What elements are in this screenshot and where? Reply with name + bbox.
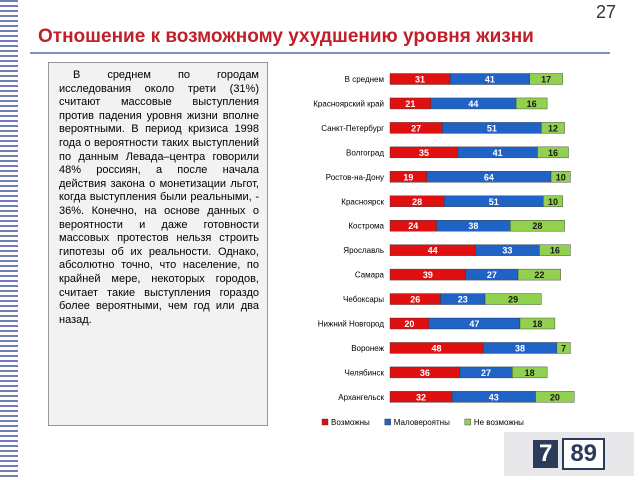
data-label: 22	[534, 270, 544, 280]
data-label: 10	[548, 197, 558, 207]
stripe	[0, 0, 18, 480]
data-label: 41	[493, 148, 503, 158]
category-label: Красноярский край	[313, 99, 384, 108]
category-label: Ростов-на-Дону	[326, 173, 384, 182]
category-label: Санкт-Петербург	[321, 124, 384, 133]
data-label: 19	[403, 172, 413, 182]
category-label: Кострома	[348, 222, 384, 231]
bar-segment	[510, 219, 565, 232]
bar-segment	[541, 122, 565, 134]
data-label: 10	[556, 172, 566, 182]
data-label: 35	[419, 148, 429, 158]
data-label: 51	[487, 123, 497, 133]
category-label: Нижний Новгород	[318, 320, 385, 329]
data-label: 12	[548, 123, 558, 133]
data-label: 51	[489, 197, 499, 207]
category-label: Архангельск	[338, 393, 384, 402]
data-label: 28	[532, 221, 542, 231]
data-label: 44	[468, 99, 478, 109]
data-label: 44	[428, 246, 438, 256]
data-label: 18	[532, 319, 542, 329]
data-label: 33	[502, 246, 512, 256]
text-box: В среднем по городам исследования около …	[48, 62, 268, 426]
data-label: 16	[548, 148, 558, 158]
bar-segment	[539, 244, 571, 256]
bar-segment	[519, 317, 556, 330]
category-label: Самара	[355, 271, 385, 280]
data-label: 26	[410, 295, 420, 305]
bar-segment	[512, 366, 548, 379]
bar-segment	[517, 268, 561, 281]
data-label: 32	[416, 392, 426, 402]
category-label: Ярославль	[343, 246, 384, 255]
data-label: 48	[432, 343, 442, 353]
rule	[30, 52, 610, 54]
bar-segment	[556, 342, 571, 354]
data-label: 27	[411, 123, 421, 133]
data-label: 38	[515, 343, 525, 353]
data-label: 28	[412, 197, 422, 207]
page-number: 27	[595, 2, 616, 22]
legend-swatch	[384, 418, 391, 426]
bar-segment	[543, 195, 563, 207]
chart: В среднем 31 41 17 Красноярский край 21 44 16 Са…	[282, 62, 592, 432]
bar-segment	[484, 293, 542, 305]
data-label: 7	[561, 343, 566, 353]
data-label: 23	[458, 295, 468, 305]
data-label: 27	[487, 270, 497, 280]
bar-segment	[529, 73, 563, 85]
bar-segment	[515, 97, 548, 110]
legend-swatch	[464, 418, 472, 426]
data-label: 43	[489, 392, 499, 402]
data-label: 31	[415, 75, 425, 85]
data-label: 29	[508, 295, 518, 305]
data-label: 41	[485, 75, 495, 85]
data-label: 36	[420, 368, 430, 378]
data-label: 24	[408, 221, 418, 231]
legend-label: Не возможны	[474, 418, 524, 427]
bar-segment	[535, 391, 575, 403]
data-label: 16	[527, 99, 537, 109]
data-label: 20	[550, 392, 560, 402]
legend-swatch	[321, 418, 329, 426]
bar-segment	[537, 146, 569, 159]
data-label: 27	[481, 368, 491, 378]
logo: 7 89	[504, 432, 634, 476]
category-label: Воронеж	[351, 344, 384, 353]
logo-right: 89	[562, 438, 606, 470]
category-label: Красноярск	[341, 197, 384, 206]
data-label: 18	[525, 368, 535, 378]
data-label: 38	[468, 221, 478, 231]
data-label: 16	[550, 246, 560, 256]
category-label: Челябинск	[345, 368, 385, 377]
category-label: Волгоград	[346, 148, 384, 157]
title: Отношение к возможному ухудшению уровня …	[38, 26, 534, 47]
category-label: Чебоксары	[343, 295, 384, 304]
data-label: 64	[484, 172, 494, 182]
body-text: В среднем по городам исследования около …	[59, 69, 259, 326]
legend-label: Возможны	[331, 418, 370, 427]
bar-segment	[550, 171, 571, 183]
logo-left: 7	[532, 440, 559, 468]
data-label: 21	[405, 99, 415, 109]
legend-label: Маловероятны	[394, 418, 450, 427]
category-label: В среднем	[345, 75, 384, 84]
data-label: 47	[469, 319, 479, 329]
data-label: 20	[404, 319, 414, 329]
data-label: 17	[541, 75, 551, 85]
data-label: 39	[423, 270, 433, 280]
